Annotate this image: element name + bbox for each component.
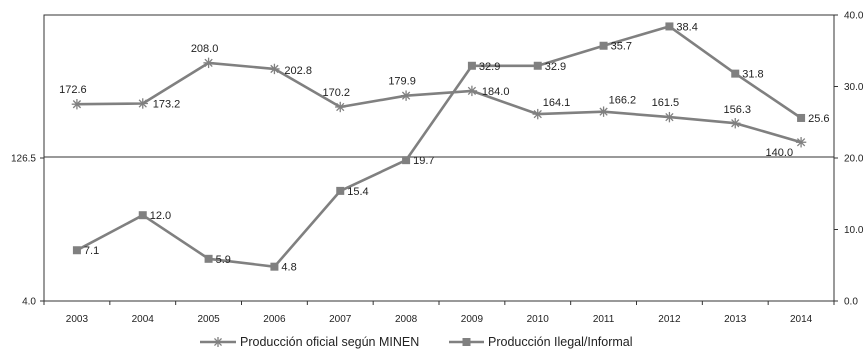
series-line-ilegal <box>76 25 802 269</box>
legend-label-ilegal: Producción Ilegal/Informal <box>488 335 633 349</box>
data-point <box>336 186 345 195</box>
right-tick-label: 40.0 <box>844 11 864 22</box>
data-label: 4.8 <box>281 262 296 274</box>
right-tick-label: 0.0 <box>844 297 858 308</box>
data-point <box>598 106 609 117</box>
data-point <box>532 108 543 120</box>
series-line-oficial <box>76 61 802 144</box>
data-label: 208.0 <box>191 43 219 55</box>
data-point <box>730 118 741 129</box>
left-tick-label: 126.5 <box>11 154 36 165</box>
data-label: 15.4 <box>347 186 368 198</box>
data-label: 179.9 <box>388 76 416 88</box>
legend-marker-oficial <box>213 337 223 347</box>
data-point <box>203 57 214 69</box>
data-point <box>269 63 280 75</box>
data-point <box>797 113 806 122</box>
data-point <box>665 22 674 31</box>
data-point <box>466 85 478 97</box>
data-label: 184.0 <box>482 86 510 98</box>
data-label: 12.0 <box>150 210 171 222</box>
data-label: 172.6 <box>59 84 87 96</box>
x-tick-label: 2011 <box>593 314 615 325</box>
data-label: 161.5 <box>652 97 680 109</box>
x-tick-label: 2014 <box>790 314 813 325</box>
x-tick-label: 2005 <box>197 314 220 325</box>
data-label: 38.4 <box>676 21 697 33</box>
data-point <box>533 61 542 70</box>
data-label: 25.6 <box>808 113 829 125</box>
data-label: 19.7 <box>413 155 434 167</box>
data-point <box>402 156 411 165</box>
data-label: 35.7 <box>611 41 632 53</box>
x-tick-label: 2008 <box>395 314 418 325</box>
data-point <box>467 61 476 70</box>
x-tick-label: 2012 <box>658 314 681 325</box>
data-point <box>71 98 83 110</box>
data-point <box>335 101 346 113</box>
data-label: 7.1 <box>84 245 99 257</box>
data-label: 166.2 <box>609 95 637 107</box>
data-point <box>731 69 740 78</box>
data-label: 170.2 <box>322 87 350 99</box>
x-tick-label: 2007 <box>329 314 352 325</box>
x-tick-label: 2010 <box>527 314 550 325</box>
data-label: 5.9 <box>216 254 231 266</box>
data-label: 32.9 <box>545 61 566 73</box>
data-label: 140.0 <box>766 147 794 159</box>
legend-label-oficial: Producción oficial según MINEN <box>240 335 419 349</box>
data-point <box>204 254 213 263</box>
data-point <box>400 90 412 101</box>
x-tick-label: 2013 <box>724 314 747 325</box>
left-tick-label: 4.0 <box>22 297 36 308</box>
x-tick-label: 2004 <box>132 314 155 325</box>
data-point <box>138 211 147 220</box>
data-point <box>795 137 807 148</box>
data-point <box>664 111 675 123</box>
data-point <box>72 246 81 255</box>
data-label: 156.3 <box>723 104 751 116</box>
data-label: 164.1 <box>543 97 571 109</box>
x-tick-label: 2003 <box>66 314 89 325</box>
data-label: 31.8 <box>742 69 763 81</box>
data-point <box>599 41 608 50</box>
x-tick-label: 2006 <box>263 314 286 325</box>
data-label: 32.9 <box>479 61 500 73</box>
data-point <box>137 98 148 109</box>
x-tick-label: 2009 <box>461 314 484 325</box>
data-label: 202.8 <box>284 65 312 77</box>
legend-marker-ilegal <box>462 338 471 346</box>
right-tick-label: 20.0 <box>844 154 864 165</box>
data-point <box>270 262 279 271</box>
data-label: 173.2 <box>153 98 181 110</box>
right-tick-label: 10.0 <box>844 225 864 236</box>
right-tick-label: 30.0 <box>844 82 864 93</box>
